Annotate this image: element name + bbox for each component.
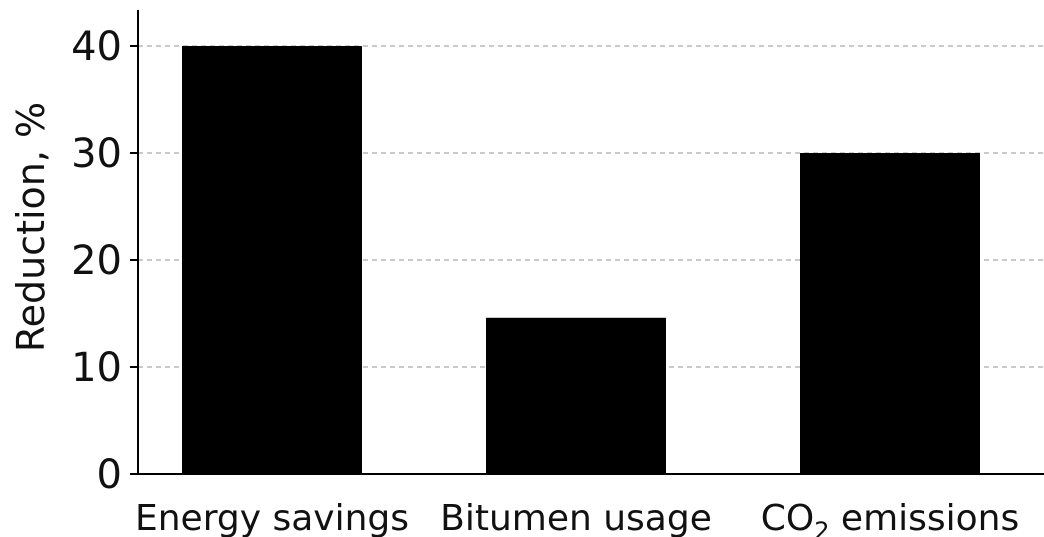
y-tick-label-40: 40 xyxy=(71,24,122,70)
bar-0 xyxy=(182,46,362,474)
bars xyxy=(182,46,980,474)
y-tick-label-30: 30 xyxy=(71,131,122,177)
x-category-label-1: Bitumen usage xyxy=(440,498,712,537)
x-category-label-0: Energy savings xyxy=(135,498,409,537)
bar-1 xyxy=(486,317,666,474)
bar-2 xyxy=(800,153,980,474)
y-tick-label-20: 20 xyxy=(71,238,122,284)
y-tick-label-10: 10 xyxy=(71,345,122,391)
y-tick-label-0: 0 xyxy=(97,452,122,498)
labels: 0 10 20 30 40 Energy savings Bitumen usage CO2 … xyxy=(71,24,1019,537)
y-axis-title: Reduction, % xyxy=(9,102,53,352)
x-category-label-2: CO2 emissions xyxy=(761,498,1020,537)
axes xyxy=(130,10,1044,475)
